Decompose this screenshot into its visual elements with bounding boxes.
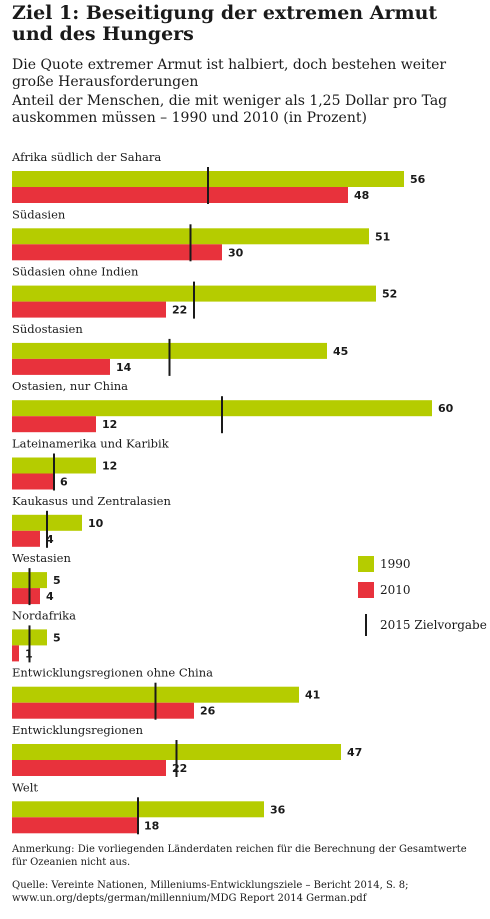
category-label: Lateinamerika und Karibik (12, 437, 170, 451)
category-label: Nordafrika (12, 608, 76, 622)
category-label: Südostasien (12, 322, 83, 336)
value-label-2010: 4 (46, 533, 54, 546)
chart-note: Anmerkung: Die vorliegenden Länderdaten … (12, 844, 467, 868)
bar-2010 (12, 301, 166, 318)
category-label: Südasien ohne Indien (12, 265, 139, 279)
value-label-1990: 5 (53, 574, 61, 587)
chart-source: Quelle: Vereinte Nationen, Milleniums-En… (12, 880, 409, 904)
bar-2010 (12, 187, 348, 203)
value-label-1990: 10 (88, 517, 104, 530)
bar-chart: Afrika südlich der Sahara5648Südasien513… (11, 150, 487, 835)
value-label-1990: 12 (102, 460, 117, 473)
category-label: Welt (12, 780, 38, 794)
value-label-2010: 12 (102, 418, 117, 431)
value-label-1990: 52 (382, 288, 397, 301)
chart-subtitle: Die Quote extremer Armut ist halbiert, d… (12, 57, 447, 90)
legend-swatch-1990 (358, 556, 374, 572)
value-label-1990: 45 (333, 345, 348, 358)
value-label-2010: 6 (60, 476, 68, 489)
bar-2010 (12, 244, 222, 261)
category-label: Entwicklungsregionen (12, 723, 144, 737)
bar-2010 (12, 760, 166, 776)
value-label-1990: 60 (438, 402, 454, 415)
chart-title: Ziel 1: Beseitigung der extremen Armut u… (12, 2, 438, 45)
value-label-1990: 36 (270, 803, 286, 816)
bar-2010 (12, 645, 19, 662)
bar-2010 (12, 702, 194, 719)
bar-2010 (12, 473, 54, 490)
value-label-1990: 41 (305, 689, 320, 702)
category-label: Entwicklungsregionen ohne China (12, 666, 213, 680)
value-label-2010: 30 (228, 246, 244, 259)
bar-2010 (12, 416, 96, 433)
category-label: Kaukasus und Zentralasien (12, 494, 171, 508)
category-label: Ostasien, nur China (12, 379, 128, 393)
category-label: Afrika südlich der Sahara (11, 150, 161, 164)
value-label-1990: 56 (410, 173, 426, 186)
bar-2010 (12, 817, 138, 834)
value-label-2010: 18 (144, 819, 159, 832)
value-label-2010: 22 (172, 762, 187, 775)
legend-label-2010: 2010 (380, 583, 411, 597)
value-label-2010: 14 (116, 361, 132, 374)
value-label-1990: 51 (375, 230, 390, 243)
value-label-2010: 26 (200, 705, 216, 718)
bar-2010 (12, 530, 40, 547)
value-label-2010: 48 (354, 189, 369, 202)
bar-2010 (12, 588, 40, 605)
legend-swatch-2010 (358, 582, 374, 598)
chart-description: Anteil der Menschen, die mit weniger als… (12, 93, 448, 126)
value-label-1990: 47 (347, 746, 362, 759)
category-label: Westasien (12, 551, 71, 565)
legend-label-1990: 1990 (380, 557, 411, 571)
value-label-2010: 22 (172, 304, 187, 317)
value-label-2010: 4 (46, 590, 54, 603)
value-label-1990: 5 (53, 631, 61, 644)
legend-label-target: 2015 Zielvorgabe (380, 618, 487, 632)
bar-2010 (12, 358, 110, 375)
category-label: Südasien (12, 207, 66, 221)
